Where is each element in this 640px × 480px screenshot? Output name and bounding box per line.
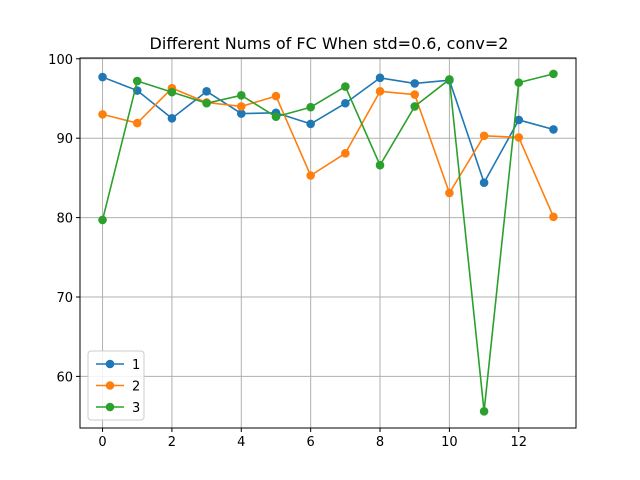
- y-tick-label: 80: [56, 212, 73, 227]
- series-3-point: [271, 112, 281, 122]
- series-3-point: [445, 75, 454, 84]
- series-2-point: [132, 118, 142, 128]
- series-3-point: [306, 102, 315, 112]
- series-1-point: [341, 98, 350, 108]
- series-1-point: [375, 73, 385, 83]
- series-3-point: [236, 91, 246, 100]
- series-2-point: [514, 133, 524, 142]
- series-3-point: [98, 215, 107, 225]
- series-2-point: [445, 188, 454, 198]
- legend-marker-1: [105, 359, 115, 369]
- series-3-point: [549, 69, 558, 79]
- x-tick-label: 8: [376, 435, 384, 450]
- x-tick-label: 6: [307, 435, 315, 450]
- series-2-point: [306, 171, 315, 180]
- series-3-point: [514, 78, 524, 87]
- series-1-point: [410, 79, 420, 88]
- series-3-point: [341, 82, 350, 91]
- plot-frame: [79, 57, 577, 429]
- x-axis: 0 2 4 6 8 10 12: [98, 428, 527, 450]
- legend-label-1: 1: [132, 358, 140, 373]
- legend: 1 2 3: [87, 350, 145, 421]
- y-axis: 60 70 80 90 100: [48, 53, 80, 385]
- series-3-point: [479, 407, 489, 416]
- series-2-point: [375, 87, 385, 96]
- series-1-point: [167, 114, 177, 123]
- series-group: [98, 69, 558, 416]
- series-2-point: [479, 131, 489, 141]
- series-1-point: [202, 87, 211, 96]
- series-1-point: [98, 72, 107, 82]
- series-3-point: [410, 102, 420, 111]
- y-tick-label: 60: [56, 370, 73, 385]
- y-tick-label: 100: [48, 53, 73, 68]
- x-tick-label: 2: [168, 435, 176, 450]
- series-1-point: [514, 115, 524, 125]
- legend-label-2: 2: [132, 380, 140, 395]
- series-3-point: [132, 76, 142, 86]
- legend-label-3: 3: [132, 401, 140, 416]
- series-2-point: [549, 212, 558, 222]
- series-1-point: [306, 119, 315, 129]
- series-1-point: [549, 125, 558, 134]
- chart-title: Different Nums of FC When std=0.6, conv=…: [150, 34, 509, 53]
- series-2-point: [98, 110, 107, 119]
- series-2-point: [410, 90, 420, 99]
- series-3-point: [167, 87, 177, 97]
- series-2-point: [341, 148, 350, 158]
- x-tick-label: 10: [441, 435, 458, 450]
- y-tick-label: 70: [56, 291, 73, 306]
- series-3-point: [375, 160, 385, 170]
- series-1-line: [102, 76, 554, 184]
- series-3-point: [202, 98, 211, 108]
- series-2-line: [102, 87, 555, 218]
- series-2-point: [236, 102, 246, 111]
- series-3-line: [101, 73, 554, 413]
- x-tick-label: 4: [237, 435, 245, 450]
- y-tick-label: 90: [56, 132, 73, 147]
- x-tick-label: 12: [510, 435, 527, 450]
- legend-marker-3: [105, 402, 115, 412]
- x-tick-label: 0: [98, 435, 106, 450]
- legend-marker-2: [105, 381, 115, 390]
- series-1-point: [479, 178, 489, 187]
- series-2-point: [271, 91, 281, 101]
- series-1-point: [236, 109, 246, 118]
